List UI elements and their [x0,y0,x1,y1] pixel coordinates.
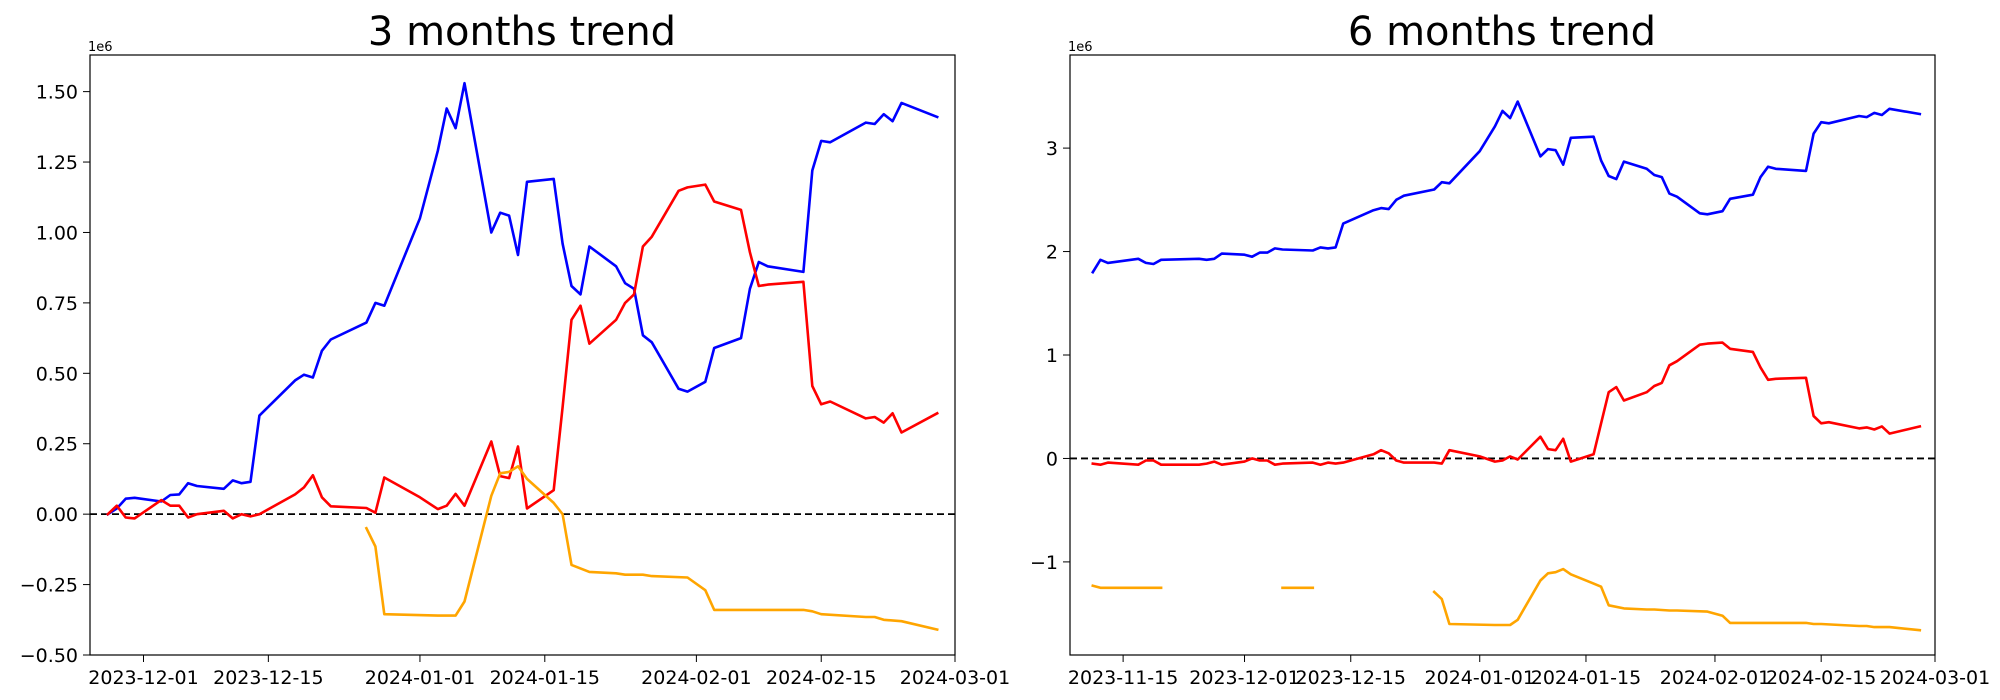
series-line-2 [105,183,939,520]
x-tick-label: 2024-02-15 [1766,667,1876,689]
y-tick-label: 0.00 [36,504,78,526]
y-tick-label: 1.50 [36,82,78,104]
y-tick-label: 0 [1046,448,1058,470]
series-line-3 [1091,584,1163,590]
x-tick-label: 2024-01-01 [365,667,475,689]
y-tick-label: −0.50 [20,645,78,667]
y-tick-label: 3 [1046,138,1058,160]
plot-frame [1069,54,1936,656]
x-tick-label: 2024-02-15 [766,667,876,689]
plot-frame [89,54,956,656]
series-line-1 [1091,100,1922,274]
x-tick-label: 2023-12-15 [213,667,323,689]
x-tick-label: 2024-02-01 [1660,667,1770,689]
x-tick-label: 2024-03-01 [1880,667,1990,689]
y-tick-label: 0.50 [36,363,78,385]
y-tick-label: 2 [1046,242,1058,264]
chart-title: 6 months trend [1348,9,1656,55]
y-tick-label: 1.25 [36,152,78,174]
x-tick-label: 2023-11-15 [1068,667,1178,689]
y-offset-label: 1e6 [1068,40,1093,55]
x-tick-label: 2024-02-01 [641,667,751,689]
chart-title: 3 months trend [368,9,676,55]
x-tick-label: 2024-03-01 [900,667,1010,689]
y-tick-label: 0.75 [36,293,78,315]
series-line-3 [364,465,939,632]
x-tick-label: 2024-01-15 [490,667,600,689]
y-offset-label: 1e6 [88,40,113,55]
x-tick-label: 2023-12-15 [1296,667,1406,689]
series-line-2 [1091,341,1922,466]
chart-3-months: 3 months trend 1e6 2023-12-01 2023-12-15 2… [20,9,1010,689]
series-line-3 [1432,567,1922,632]
x-tick-label: 2023-12-01 [88,667,198,689]
y-tick-label: 0.25 [36,434,78,456]
y-tick-label: −1 [1030,552,1058,574]
x-tick-label: 2024-01-15 [1531,667,1641,689]
series-line-1 [106,81,939,516]
y-tick-label: −0.25 [20,575,78,597]
y-tick-label: 1 [1046,345,1058,367]
x-tick-label: 2024-01-01 [1425,667,1535,689]
y-tick-label: 1.00 [36,222,78,244]
x-tick-label: 2023-12-01 [1189,667,1299,689]
chart-6-months: 6 months trend 1e6 2023-11-15 2023-12-012… [1030,9,1990,689]
